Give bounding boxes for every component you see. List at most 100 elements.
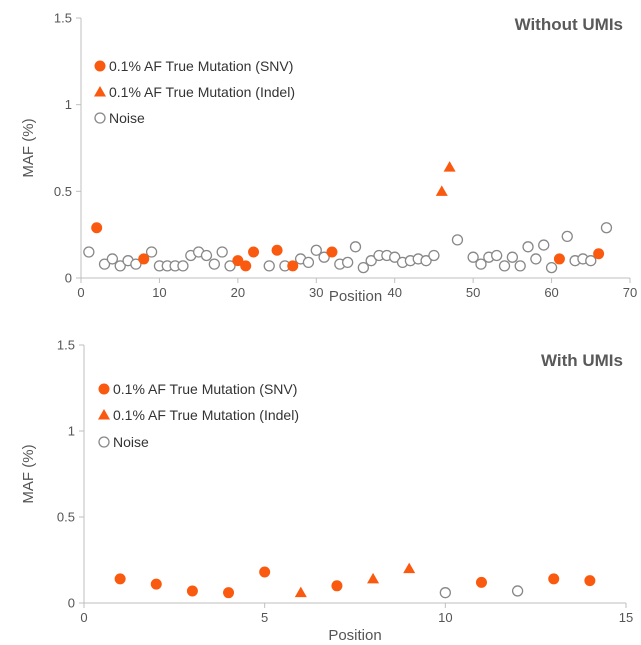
y-axis-title: MAF (%) (20, 444, 37, 503)
x-axis-title: Position (329, 288, 382, 305)
data-point (130, 258, 142, 270)
data-point (224, 260, 236, 272)
x-tick-label: 10 (438, 610, 452, 625)
legend-label: 0.1% AF True Mutation (SNV) (109, 58, 293, 74)
legend-marker (94, 60, 106, 72)
data-point (177, 260, 189, 272)
legend-label: 0.1% AF True Mutation (Indel) (109, 84, 295, 100)
legend-label: 0.1% AF True Mutation (Indel) (113, 407, 299, 423)
data-point (475, 258, 487, 270)
y-tick-label: 1 (65, 97, 72, 112)
data-point (475, 576, 487, 588)
data-point (553, 253, 565, 265)
data-point (443, 161, 456, 172)
data-point (511, 585, 524, 597)
data-point (83, 246, 95, 258)
data-point (145, 246, 158, 258)
data-point (259, 566, 271, 578)
data-point (302, 256, 315, 269)
x-tick-label: 5 (261, 610, 268, 625)
data-point (326, 246, 338, 258)
y-tick-label: 1.5 (54, 11, 72, 26)
y-tick-label: 0 (68, 596, 75, 611)
legend-label: 0.1% AF True Mutation (SNV) (113, 381, 297, 397)
data-point (367, 572, 380, 584)
data-point (584, 575, 596, 587)
data-point (240, 260, 252, 272)
data-point (491, 249, 503, 262)
data-point (514, 260, 526, 272)
data-point (342, 256, 354, 269)
x-tick-label: 20 (231, 285, 245, 300)
y-tick-label: 1 (68, 424, 75, 439)
data-point (138, 253, 150, 265)
data-point (310, 244, 322, 256)
data-point (585, 255, 597, 267)
data-point (186, 585, 198, 597)
x-tick-label: 30 (309, 285, 323, 300)
data-point (223, 587, 235, 599)
data-point (263, 260, 275, 272)
data-point (545, 261, 558, 274)
data-point (530, 253, 542, 265)
data-point (365, 255, 377, 267)
data-point (548, 573, 560, 585)
data-point (208, 258, 220, 270)
panel-title: Without UMIs (515, 15, 623, 34)
data-point (593, 248, 605, 260)
legend-label: Noise (113, 434, 149, 450)
data-point (451, 234, 464, 246)
y-axis-title: MAF (%) (20, 118, 37, 177)
data-point (498, 260, 511, 272)
x-tick-label: 40 (387, 285, 401, 300)
legend-marker (94, 86, 106, 97)
x-axis-title: Position (328, 627, 381, 644)
data-point (91, 222, 103, 234)
data-point (114, 573, 126, 585)
data-point (506, 251, 519, 263)
data-point (428, 249, 440, 262)
data-point (98, 258, 111, 270)
data-point (467, 251, 479, 263)
y-tick-label: 0.5 (54, 184, 72, 199)
chart-panel-2: 0 0.5 1 1.5 0 5 10 15 Position MAF (%) With UMIs 0.… (20, 338, 633, 645)
data-point (389, 251, 401, 263)
data-point (357, 261, 369, 274)
data-point (349, 241, 362, 253)
x-tick-label: 70 (623, 285, 637, 300)
x-tick-label: 10 (152, 285, 166, 300)
data-point (331, 580, 343, 592)
y-tick-label: 0.5 (57, 510, 75, 525)
data-point (232, 255, 244, 267)
y-tick-label: 1.5 (57, 338, 75, 353)
chart-panel-1: 0 0.5 1 1.5 0 10 20 30 40 50 60 70 Position MAF (%) Wi… (20, 11, 637, 306)
data-point (522, 241, 534, 253)
data-point (150, 578, 162, 590)
data-point (294, 586, 307, 598)
data-point (439, 587, 451, 599)
panel-title: With UMIs (541, 351, 623, 370)
legend-marker (98, 383, 110, 395)
data-point (403, 562, 416, 574)
legend-label: Noise (109, 110, 145, 126)
data-point (200, 249, 213, 262)
data-point (420, 255, 432, 267)
data-point (106, 253, 119, 265)
legend-marker (98, 409, 110, 420)
data-point (216, 246, 228, 258)
data-point (538, 239, 550, 251)
data-point (318, 251, 330, 263)
x-tick-label: 0 (77, 285, 84, 300)
x-tick-label: 60 (544, 285, 558, 300)
legend-marker (94, 112, 106, 124)
data-point (600, 222, 613, 234)
x-tick-label: 50 (466, 285, 480, 300)
x-tick-label: 0 (80, 610, 87, 625)
legend-marker (98, 436, 110, 448)
data-point (561, 230, 573, 243)
x-tick-label: 15 (619, 610, 633, 625)
data-point (248, 246, 260, 258)
data-point (271, 244, 283, 256)
data-point (287, 260, 299, 272)
